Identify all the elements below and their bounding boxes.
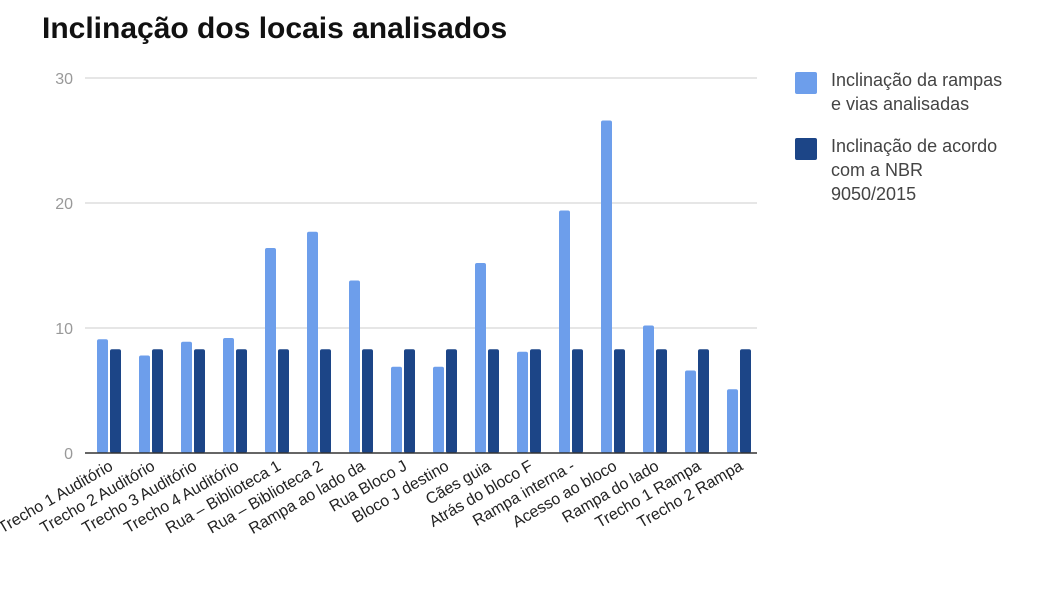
bar-rampas [685, 370, 696, 453]
legend: Inclinação da rampas e vias analisadas I… [795, 68, 1042, 224]
legend-label-nbr: Inclinação de acordo com a NBR 9050/2015 [831, 136, 998, 204]
bar-rampas [181, 341, 192, 453]
bar-nbr [404, 349, 415, 453]
bar-rampas [601, 120, 612, 453]
bar-rampas [97, 339, 108, 453]
bar-nbr [698, 349, 709, 453]
bar-nbr [656, 349, 667, 453]
legend-swatch-nbr [795, 138, 817, 160]
y-tick-label: 20 [55, 196, 73, 213]
bar-rampas [559, 210, 570, 453]
y-tick-label: 0 [64, 446, 73, 463]
bar-rampas [727, 389, 738, 453]
bar-rampas [265, 248, 276, 453]
bar-nbr [614, 349, 625, 453]
bar-nbr [530, 349, 541, 453]
legend-item-rampas: Inclinação da rampas e vias analisadas [795, 68, 1042, 116]
bar-nbr [110, 349, 121, 453]
bar-rampas [433, 366, 444, 453]
bar-nbr [740, 349, 751, 453]
bar-nbr [446, 349, 457, 453]
bar-rampas [307, 231, 318, 453]
legend-label-rampas: Inclinação da rampas e vias analisadas [831, 70, 1003, 114]
bar-nbr [320, 349, 331, 453]
bar-nbr [278, 349, 289, 453]
bar-rampas [517, 351, 528, 453]
y-tick-label: 30 [55, 71, 73, 88]
bar-nbr [152, 349, 163, 453]
y-tick-label: 10 [55, 321, 73, 338]
bar-rampas [475, 263, 486, 453]
bar-rampas [349, 280, 360, 453]
legend-item-nbr: Inclinação de acordo com a NBR 9050/2015 [795, 134, 1042, 206]
bar-nbr [362, 349, 373, 453]
bar-rampas [139, 355, 150, 453]
chart-title: Inclinação dos locais analisados [42, 12, 508, 45]
bar-nbr [194, 349, 205, 453]
bar-rampas [391, 366, 402, 453]
bar-rampas [223, 338, 234, 453]
bar-nbr [572, 349, 583, 453]
bar-nbr [488, 349, 499, 453]
legend-swatch-rampas [795, 72, 817, 94]
bar-nbr [236, 349, 247, 453]
bar-rampas [643, 325, 654, 453]
